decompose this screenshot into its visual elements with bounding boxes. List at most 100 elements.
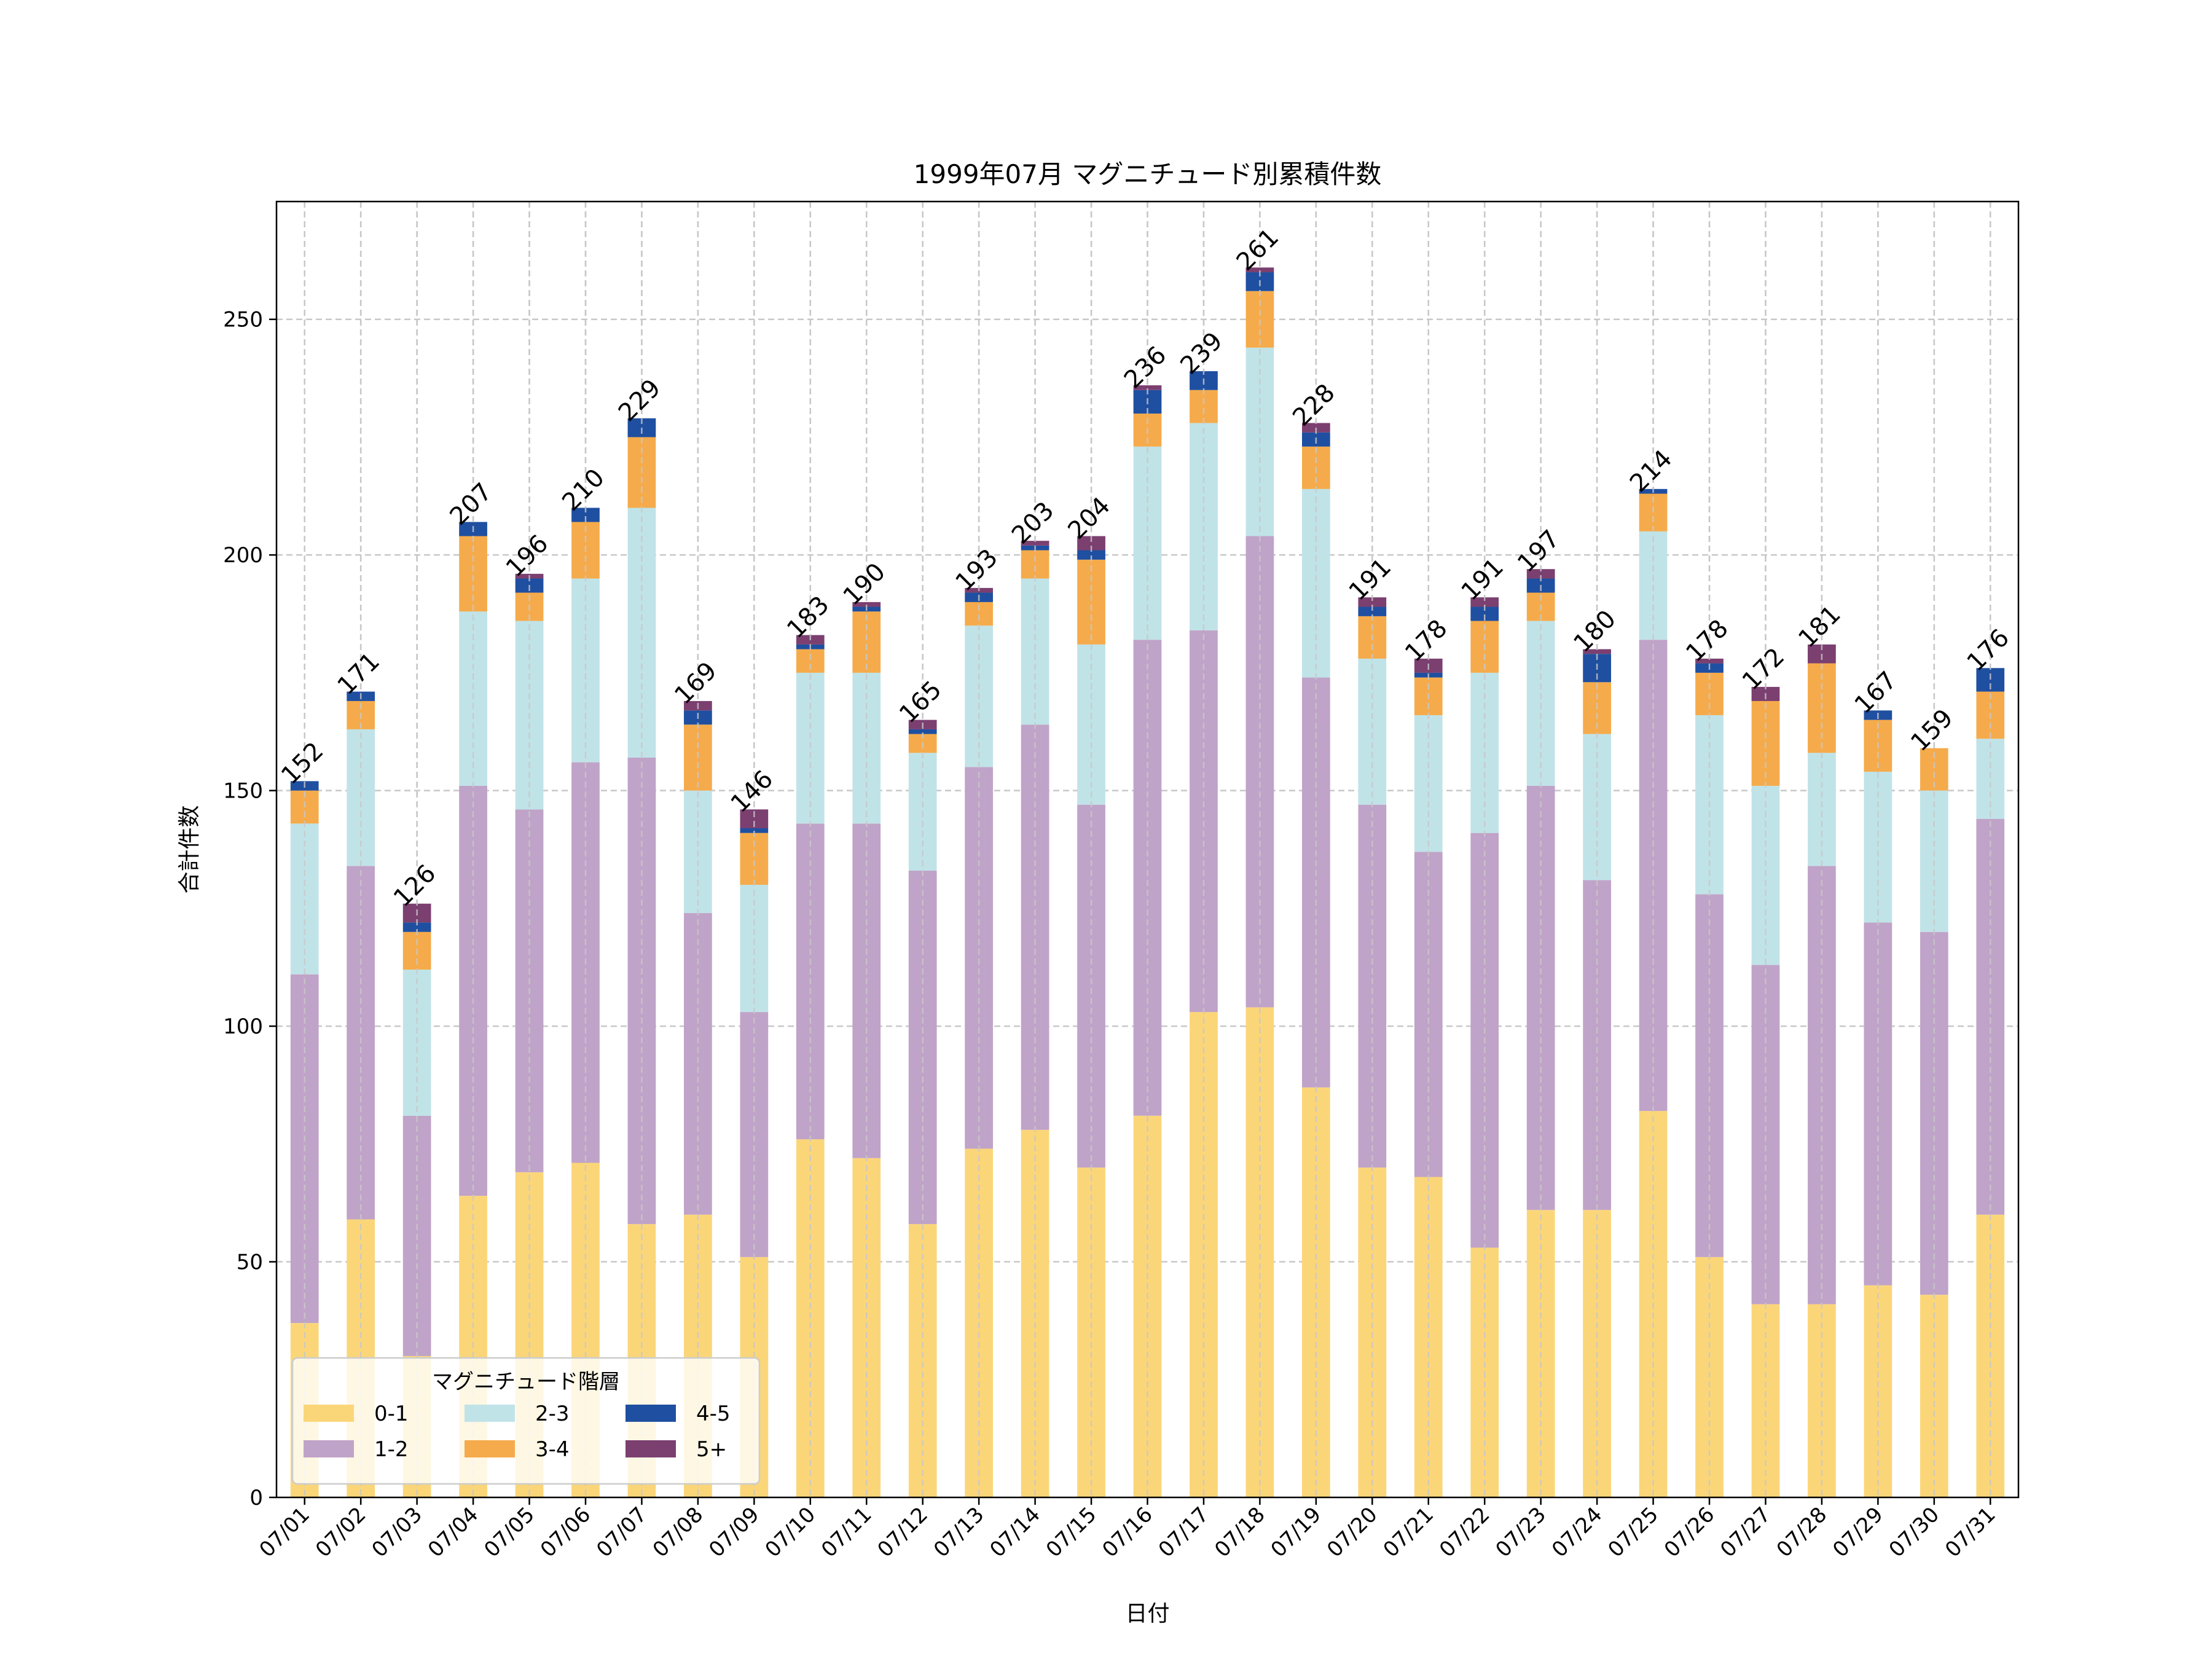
total-label: 178	[1681, 614, 1734, 668]
bar-segment-4-5	[571, 508, 600, 522]
y-tick-label: 0	[249, 1486, 263, 1510]
bar-segment-3-4	[1021, 550, 1049, 579]
total-label: 214	[1625, 445, 1678, 498]
total-label: 229	[613, 374, 667, 428]
x-tick-label: 07/01	[255, 1502, 315, 1563]
y-tick-label: 150	[223, 779, 263, 804]
bar-segment-1-2	[1133, 640, 1162, 1116]
bar-segment-4-5	[1358, 606, 1387, 616]
x-tick-label: 07/26	[1660, 1502, 1720, 1563]
y-tick-label: 50	[237, 1250, 263, 1275]
legend-label: 4-5	[696, 1402, 731, 1426]
bar-segment-2-3	[1021, 578, 1049, 725]
x-axis-ticks: 07/0107/0207/0307/0407/0507/0607/0707/08…	[255, 1497, 2001, 1563]
total-label: 171	[332, 647, 386, 700]
chart-title: 1999年07月 マグニチュード別累積件数	[914, 159, 1382, 189]
bar-segment-1-2	[1751, 965, 1780, 1304]
total-label: 236	[1119, 341, 1172, 394]
bar-segment-1-2	[1077, 804, 1105, 1168]
bar-segment-3-4	[1077, 559, 1105, 645]
total-label: 191	[1456, 553, 1510, 606]
bar-segment-2-3	[1808, 753, 1836, 866]
total-label: 178	[1400, 614, 1453, 668]
total-label: 181	[1793, 600, 1846, 654]
x-tick-label: 07/23	[1491, 1502, 1551, 1563]
legend-title: マグニチュード階層	[432, 1370, 620, 1394]
x-tick-label: 07/10	[761, 1502, 821, 1563]
x-tick-label: 07/17	[1154, 1502, 1214, 1563]
total-label: 193	[950, 544, 1003, 597]
bar-segment-1-2	[1358, 804, 1387, 1168]
legend-swatch-0-1	[304, 1405, 354, 1422]
total-label: 183	[782, 590, 835, 644]
x-tick-label: 07/25	[1603, 1502, 1663, 1563]
bar-segment-5+	[1133, 385, 1162, 390]
total-label: 203	[1006, 496, 1060, 550]
total-label: 152	[276, 737, 329, 790]
x-tick-label: 07/29	[1828, 1502, 1888, 1563]
bar-segment-5+	[1021, 541, 1049, 546]
bar-segment-3-4	[852, 611, 881, 673]
x-tick-label: 07/14	[985, 1502, 1045, 1563]
x-tick-label: 07/13	[929, 1502, 989, 1563]
x-tick-label: 07/11	[817, 1502, 877, 1563]
bar-segment-1-2	[1920, 931, 1948, 1295]
y-tick-label: 250	[223, 308, 263, 332]
x-tick-label: 07/07	[592, 1502, 652, 1563]
bar-segment-5+	[1245, 267, 1274, 273]
y-tick-label: 100	[223, 1014, 263, 1039]
total-label: 191	[1344, 553, 1397, 606]
bar-segment-5+	[1358, 597, 1387, 607]
x-tick-label: 07/18	[1210, 1502, 1270, 1563]
x-tick-label: 07/24	[1547, 1502, 1607, 1563]
bar-segment-2-3	[1133, 446, 1162, 640]
bar-segment-2-3	[1358, 658, 1387, 805]
legend-label: 0-1	[374, 1402, 409, 1426]
total-label: 190	[838, 558, 892, 611]
y-tick-label: 200	[223, 543, 263, 568]
legend-label: 1-2	[374, 1437, 409, 1462]
total-label: 146	[726, 765, 779, 818]
x-tick-label: 07/08	[648, 1502, 708, 1563]
x-tick-label: 07/19	[1266, 1502, 1327, 1563]
legend-label: 5+	[696, 1437, 727, 1462]
y-axis-label: 合計件数	[177, 805, 202, 893]
legend-swatch-4-5	[626, 1405, 676, 1422]
x-tick-label: 07/15	[1041, 1502, 1102, 1563]
bar-segment-1-2	[965, 767, 994, 1149]
legend-swatch-3-4	[465, 1440, 515, 1457]
legend: マグニチュード階層 0-1 1-2 2-3 3-4 4-5 5+	[291, 1357, 761, 1485]
bar-segment-3-4	[1190, 390, 1218, 423]
x-tick-label: 07/20	[1322, 1502, 1382, 1563]
legend-label: 3-4	[535, 1437, 570, 1462]
x-tick-label: 07/28	[1772, 1502, 1832, 1563]
legend-label: 2-3	[535, 1402, 570, 1426]
x-tick-label: 07/31	[1940, 1502, 2001, 1563]
legend-swatch-1-2	[304, 1440, 354, 1457]
total-label: 196	[501, 530, 554, 583]
bar-segment-4-5	[740, 828, 769, 833]
total-label: 176	[1962, 624, 2015, 677]
total-label: 126	[388, 859, 442, 912]
total-label: 207	[444, 477, 498, 531]
bar-segment-2-3	[627, 508, 656, 758]
bar-segment-5+	[852, 602, 881, 607]
x-tick-label: 07/04	[423, 1502, 484, 1563]
total-label: 204	[1062, 492, 1116, 545]
x-tick-label: 07/09	[704, 1502, 764, 1563]
bars	[290, 202, 2005, 1497]
total-label: 180	[1568, 605, 1622, 658]
bar-segment-5+	[1695, 658, 1724, 664]
bar-segment-1-2	[1695, 894, 1724, 1257]
total-label: 261	[1231, 223, 1285, 276]
total-label: 239	[1175, 327, 1228, 380]
x-tick-label: 07/02	[311, 1502, 371, 1563]
x-axis-label: 日付	[1125, 1601, 1169, 1626]
legend-swatch-5+	[626, 1440, 676, 1457]
total-label: 228	[1287, 378, 1341, 432]
bar-segment-4-5	[908, 729, 937, 734]
x-tick-label: 07/16	[1097, 1502, 1158, 1563]
total-label: 210	[557, 463, 610, 517]
x-tick-label: 07/27	[1716, 1502, 1776, 1563]
